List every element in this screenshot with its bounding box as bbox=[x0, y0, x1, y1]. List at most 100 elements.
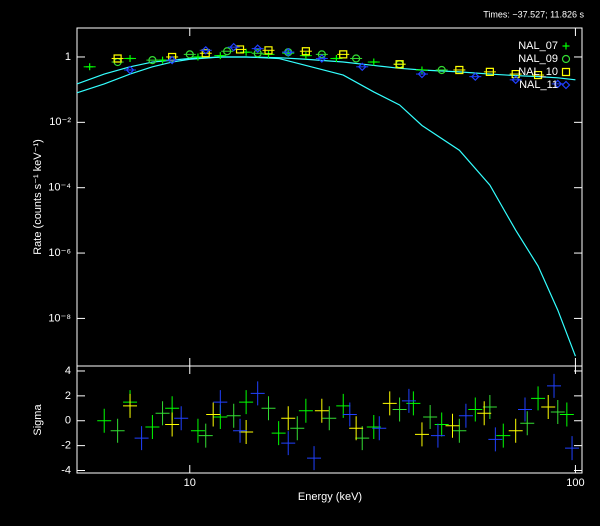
data-point bbox=[113, 54, 122, 63]
data-point bbox=[317, 54, 327, 63]
data-point bbox=[339, 50, 348, 59]
legend-symbol bbox=[561, 54, 571, 64]
residual-point bbox=[271, 421, 286, 446]
residual-point bbox=[322, 406, 337, 431]
residual-point bbox=[518, 397, 532, 422]
data-point bbox=[223, 47, 232, 56]
residual-point bbox=[445, 413, 460, 438]
data-point bbox=[332, 54, 340, 62]
residual-point bbox=[401, 388, 416, 413]
data-point bbox=[125, 65, 135, 75]
data-point bbox=[352, 54, 361, 63]
residual-point bbox=[190, 418, 205, 443]
residual-point bbox=[336, 393, 351, 418]
residual-point bbox=[123, 393, 138, 418]
data-point bbox=[302, 52, 310, 60]
residual-point bbox=[155, 401, 170, 426]
residual-point bbox=[110, 418, 125, 443]
y-tick-label: 10⁻⁴ bbox=[48, 182, 71, 194]
y-axis-label: Rate (counts s⁻¹ keV⁻¹) bbox=[32, 139, 44, 255]
data-point bbox=[159, 56, 167, 64]
residual-point bbox=[366, 414, 381, 439]
residual-point bbox=[226, 403, 241, 428]
data-point bbox=[264, 46, 273, 55]
residual-point bbox=[239, 419, 254, 444]
residual-point bbox=[547, 373, 562, 398]
y-tick-label: -2 bbox=[61, 440, 71, 452]
x-axis-label: Energy (keV) bbox=[298, 491, 362, 503]
residual-point bbox=[423, 405, 438, 430]
residual-point bbox=[565, 436, 580, 461]
residual-point bbox=[458, 403, 473, 428]
chart-title: Times: −37.527; 11.826 s bbox=[483, 9, 584, 19]
residual-point bbox=[382, 391, 397, 416]
residual-point bbox=[307, 446, 322, 471]
y-axis-label: Sigma bbox=[32, 404, 44, 436]
x-tick-label: 10 bbox=[184, 477, 196, 489]
data-point bbox=[485, 67, 494, 76]
residual-point bbox=[452, 418, 467, 443]
y-tick-label: 0 bbox=[65, 415, 71, 427]
residual-point bbox=[342, 402, 357, 427]
residual-point bbox=[290, 416, 305, 441]
y-tick-label: 10⁻⁸ bbox=[48, 312, 71, 324]
legend-label: NAL_11 bbox=[519, 79, 558, 91]
data-point bbox=[201, 45, 211, 55]
data-point bbox=[455, 65, 464, 75]
residual-point bbox=[496, 423, 511, 448]
residual-point bbox=[550, 400, 565, 425]
data-point bbox=[283, 47, 293, 57]
residual-point bbox=[314, 398, 329, 423]
residual-point bbox=[233, 418, 248, 443]
x-tick-label: 100 bbox=[566, 477, 584, 489]
residual-point bbox=[97, 408, 112, 433]
data-point bbox=[229, 42, 239, 52]
residual-point bbox=[372, 416, 387, 441]
y-tick-label: 1 bbox=[65, 51, 71, 63]
legend-label: NAL_09 bbox=[518, 53, 558, 65]
residual-point bbox=[541, 395, 556, 420]
residual-point bbox=[468, 397, 483, 422]
residual-point bbox=[213, 390, 228, 415]
data-point bbox=[253, 44, 263, 53]
residual-point bbox=[134, 426, 149, 451]
residual-point bbox=[520, 411, 535, 436]
residual-point bbox=[434, 412, 449, 437]
y-tick-label: 10⁻² bbox=[49, 116, 71, 128]
residual-point bbox=[165, 412, 180, 437]
y-tick-label: -4 bbox=[61, 464, 71, 476]
data-point bbox=[437, 65, 446, 75]
residual-point bbox=[392, 397, 407, 422]
y-tick-label: 2 bbox=[65, 390, 71, 402]
residual-point bbox=[239, 390, 254, 415]
data-point bbox=[395, 60, 404, 69]
residual-point bbox=[531, 386, 546, 411]
residual-point bbox=[508, 418, 523, 443]
legend-label: NAL_10 bbox=[518, 66, 558, 78]
residual-point bbox=[261, 396, 276, 421]
residual-point bbox=[482, 395, 497, 420]
residual-point bbox=[559, 402, 574, 427]
data-point bbox=[511, 69, 520, 79]
data-point bbox=[194, 53, 202, 61]
data-point bbox=[235, 45, 245, 54]
data-point bbox=[185, 50, 194, 59]
residual-point bbox=[281, 406, 296, 431]
data-point bbox=[201, 49, 210, 58]
data-point bbox=[417, 69, 427, 79]
data-point bbox=[470, 72, 480, 81]
data-point bbox=[216, 52, 224, 60]
data-point bbox=[86, 63, 94, 71]
residual-point bbox=[414, 422, 429, 447]
legend-label: NAL_07 bbox=[518, 40, 558, 52]
residual-point bbox=[281, 431, 296, 456]
data-point bbox=[370, 58, 378, 66]
residual-point bbox=[198, 423, 213, 448]
residual-point bbox=[174, 406, 189, 431]
data-point bbox=[301, 47, 310, 56]
y-tick-label: 4 bbox=[65, 365, 71, 377]
residual-point bbox=[477, 401, 492, 426]
